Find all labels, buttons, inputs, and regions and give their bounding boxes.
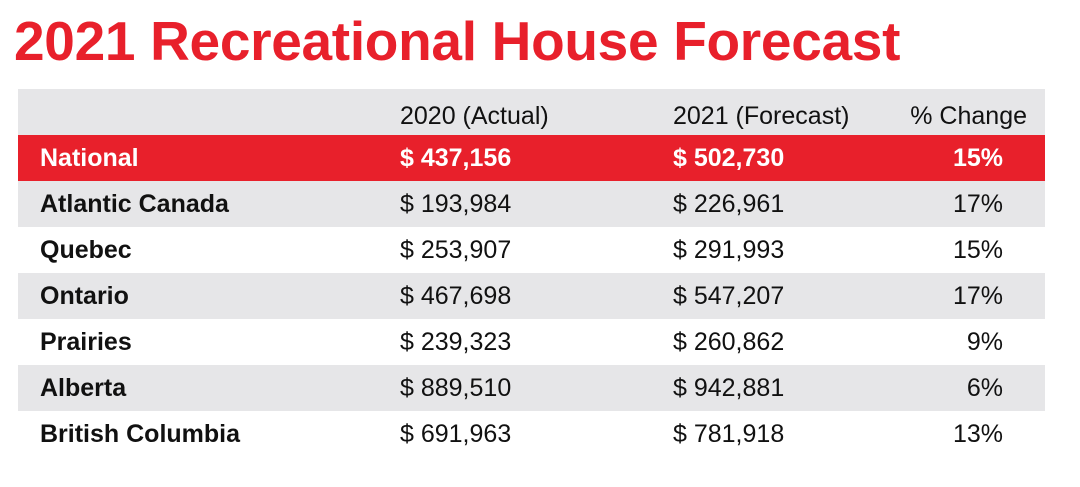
region-cell: National [40,143,139,172]
region-cell: Atlantic Canada [40,189,229,218]
value-2020-cell: $ 437,156 [400,143,512,172]
table-row-highlight: National $ 437,156 $ 502,730 15% [18,135,1045,181]
column-header-2021: 2021 (Forecast) [673,102,850,130]
value-2020-cell: $ 253,907 [400,235,512,264]
percent-change-cell: 15% [952,235,1003,264]
table-row: Atlantic Canada $ 193,984 $ 226,961 17% [18,181,1045,227]
value-2020-cell: $ 467,698 [400,281,512,310]
percent-change-cell: 15% [952,143,1003,172]
column-header-change: % Change [910,102,1027,130]
value-2020-cell: $ 193,984 [400,189,512,218]
table-row: Prairies $ 239,323 $ 260,862 9% [18,319,1045,365]
column-header-2020: 2020 (Actual) [400,102,549,130]
value-2021-cell: $ 942,881 [673,373,785,402]
value-2021-cell: $ 502,730 [673,143,785,172]
region-cell: British Columbia [40,419,241,448]
table-header-row: 2020 (Actual) 2021 (Forecast) % Change [18,89,1045,135]
table-row: Quebec $ 253,907 $ 291,993 15% [18,227,1045,273]
forecast-table: 2020 (Actual) 2021 (Forecast) % Change N… [18,89,1045,457]
region-cell: Alberta [40,373,127,402]
percent-change-cell: 6% [966,373,1003,402]
region-cell: Prairies [40,327,132,356]
region-cell: Quebec [40,235,132,264]
percent-change-cell: 17% [952,189,1003,218]
percent-change-cell: 9% [966,327,1003,356]
region-cell: Ontario [40,281,129,310]
value-2021-cell: $ 226,961 [673,189,785,218]
chart-title: 2021 Recreational House Forecast [14,10,901,72]
value-2021-cell: $ 781,918 [673,419,785,448]
value-2021-cell: $ 291,993 [673,235,785,264]
value-2021-cell: $ 547,207 [673,281,785,310]
table-row: Alberta $ 889,510 $ 942,881 6% [18,365,1045,411]
table-body: National $ 437,156 $ 502,730 15% Atlantic Ca… [18,135,1045,457]
value-2020-cell: $ 239,323 [400,327,512,356]
value-2021-cell: $ 260,862 [673,327,785,356]
table-row: British Columbia $ 691,963 $ 781,918 13% [18,411,1045,457]
percent-change-cell: 13% [952,419,1003,448]
table-row: Ontario $ 467,698 $ 547,207 17% [18,273,1045,319]
value-2020-cell: $ 691,963 [400,419,512,448]
value-2020-cell: $ 889,510 [400,373,512,402]
percent-change-cell: 17% [952,281,1003,310]
